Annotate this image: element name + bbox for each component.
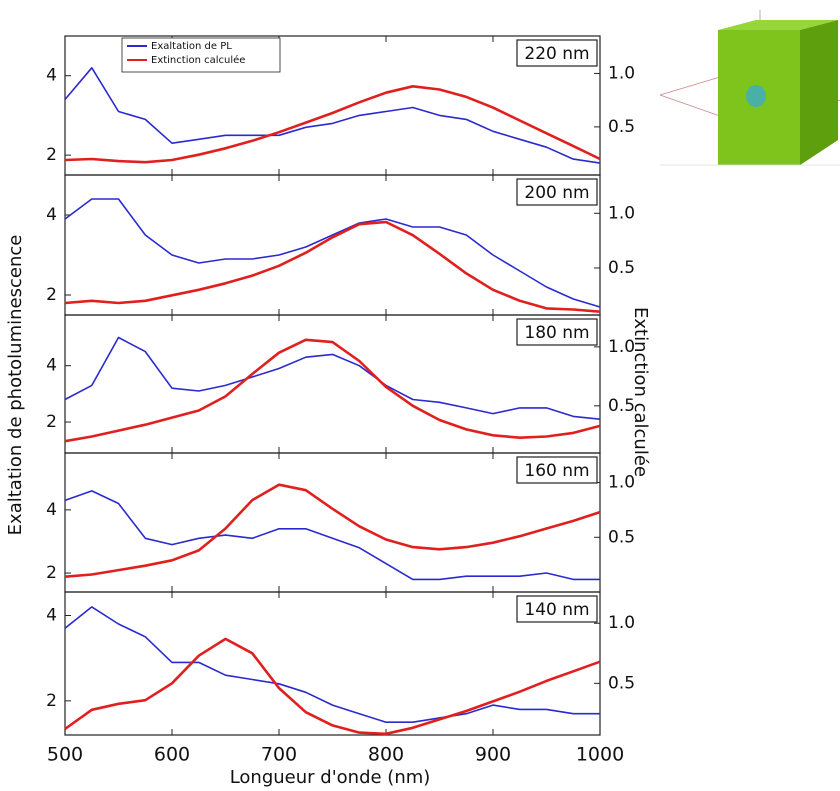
series-line — [64, 67, 601, 164]
series-line — [64, 606, 600, 723]
series-line — [64, 637, 601, 736]
legend-label: Exaltation de PL — [151, 41, 232, 52]
panel-label: 180 nm — [524, 323, 589, 343]
y2-tick-label: 1.0 — [608, 63, 635, 83]
y2-tick-label: 0.5 — [608, 117, 635, 137]
panel-label: 140 nm — [524, 600, 589, 620]
series-line — [64, 198, 601, 308]
y2-tick-label: 1.0 — [608, 337, 635, 357]
y2-axis-label: Extinction calculée — [630, 307, 651, 477]
y2-tick-label: 0.5 — [608, 258, 635, 278]
y-tick-label: 4 — [46, 66, 57, 86]
panel-label-box — [516, 318, 598, 346]
panel-frame — [64, 591, 601, 736]
x-tick-label: 500 — [47, 744, 83, 766]
y2-tick-label: 0.5 — [608, 673, 635, 693]
panel-label-box — [516, 39, 598, 67]
panel-label: 200 nm — [524, 183, 589, 203]
y-tick-label: 2 — [46, 285, 57, 305]
x-axis-label: Longueur d'onde (nm) — [230, 767, 431, 788]
y-tick-label: 4 — [46, 205, 57, 225]
y2-tick-label: 0.5 — [608, 527, 635, 547]
y-tick-label: 4 — [46, 605, 57, 625]
x-tick-label: 600 — [154, 744, 190, 766]
series-line — [64, 220, 601, 313]
y2-tick-label: 1.0 — [608, 203, 635, 223]
y-tick-label: 2 — [46, 412, 57, 432]
x-tick-label: 900 — [475, 744, 511, 766]
x-tick-label: 700 — [261, 744, 297, 766]
series-line — [64, 338, 601, 443]
panel-label: 160 nm — [524, 461, 589, 481]
y-tick-label: 4 — [46, 500, 57, 520]
inset-model — [659, 10, 840, 166]
y-axis-label: Exaltation de photoluminescence — [5, 235, 26, 536]
y2-tick-label: 0.5 — [608, 396, 635, 416]
x-tick-label: 800 — [368, 744, 404, 766]
y2-tick-label: 1.0 — [608, 473, 635, 493]
x-tick-label: 1000 — [576, 744, 624, 766]
y-tick-label: 4 — [46, 356, 57, 376]
series-line — [64, 336, 601, 420]
panel-label-box — [516, 595, 598, 623]
y-tick-label: 2 — [46, 691, 57, 711]
y2-tick-label: 1.0 — [608, 613, 635, 633]
series-line — [64, 85, 601, 164]
y-tick-label: 2 — [46, 145, 57, 165]
y-tick-label: 2 — [46, 563, 57, 583]
series-line — [64, 483, 601, 578]
legend-label: Extinction calculée — [151, 54, 245, 66]
series-line — [64, 490, 600, 581]
legend-box — [121, 37, 281, 73]
panel-label-box — [516, 456, 598, 484]
panel-label: 220 nm — [524, 44, 589, 64]
panel-label-box — [516, 178, 598, 206]
